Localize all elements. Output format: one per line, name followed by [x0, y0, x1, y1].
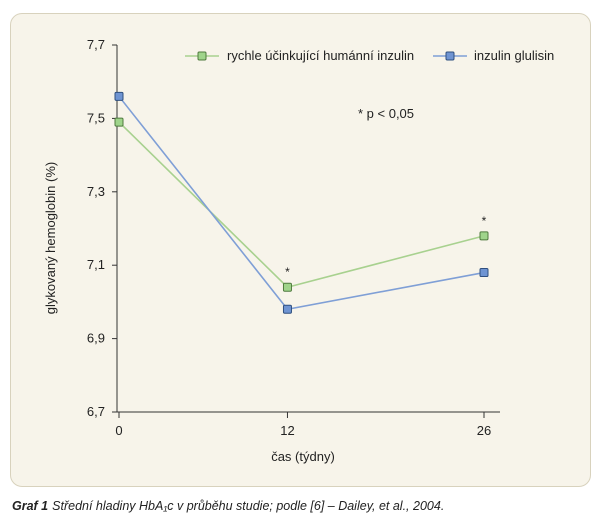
- legend-marker-1: [197, 51, 207, 61]
- data-point-series-1: [479, 231, 489, 241]
- legend-label-2: inzulin glulisin: [474, 48, 554, 63]
- y-tick-label: 6,9: [87, 331, 105, 346]
- caption-lead: Graf 1: [12, 499, 49, 513]
- x-tick-label: 26: [477, 423, 491, 438]
- legend-label-1: rychle účinkující humánní inzulin: [227, 48, 414, 63]
- series-line-2: [118, 95, 485, 311]
- data-point-series-1: [282, 282, 292, 292]
- y-axis-title: glykovaný hemoglobin (%): [43, 162, 58, 314]
- y-tick-label: 7,3: [87, 184, 105, 199]
- series-line-1: [118, 121, 485, 289]
- line-chart: 6,7 6,9 7,1 7,3 7,5 7,7 0 12 26 čas (týdny) glykov…: [43, 37, 554, 464]
- data-point-series-2: [479, 268, 489, 278]
- y-tick-label: 7,7: [87, 37, 105, 52]
- y-tick-label: 6,7: [87, 404, 105, 419]
- legend-marker-2: [445, 51, 455, 61]
- figure-caption: Graf 1 Střední hladiny HbA₁c v průběhu st…: [12, 499, 444, 513]
- significance-mark: *: [285, 265, 290, 279]
- data-point-series-2: [282, 304, 292, 314]
- x-tick-label: 0: [115, 423, 122, 438]
- chart-panel: [10, 13, 591, 487]
- caption-text: Střední hladiny HbA₁c v průběhu studie; …: [52, 499, 445, 513]
- significance-note: * p < 0,05: [358, 106, 414, 121]
- y-tick-label: 7,1: [87, 257, 105, 272]
- y-tick-label: 7,5: [87, 110, 105, 125]
- significance-mark: *: [482, 214, 487, 228]
- data-point-series-1: [114, 117, 124, 127]
- data-point-series-2: [114, 91, 124, 101]
- x-axis-title: čas (týdny): [271, 449, 335, 464]
- x-tick-label: 12: [280, 423, 294, 438]
